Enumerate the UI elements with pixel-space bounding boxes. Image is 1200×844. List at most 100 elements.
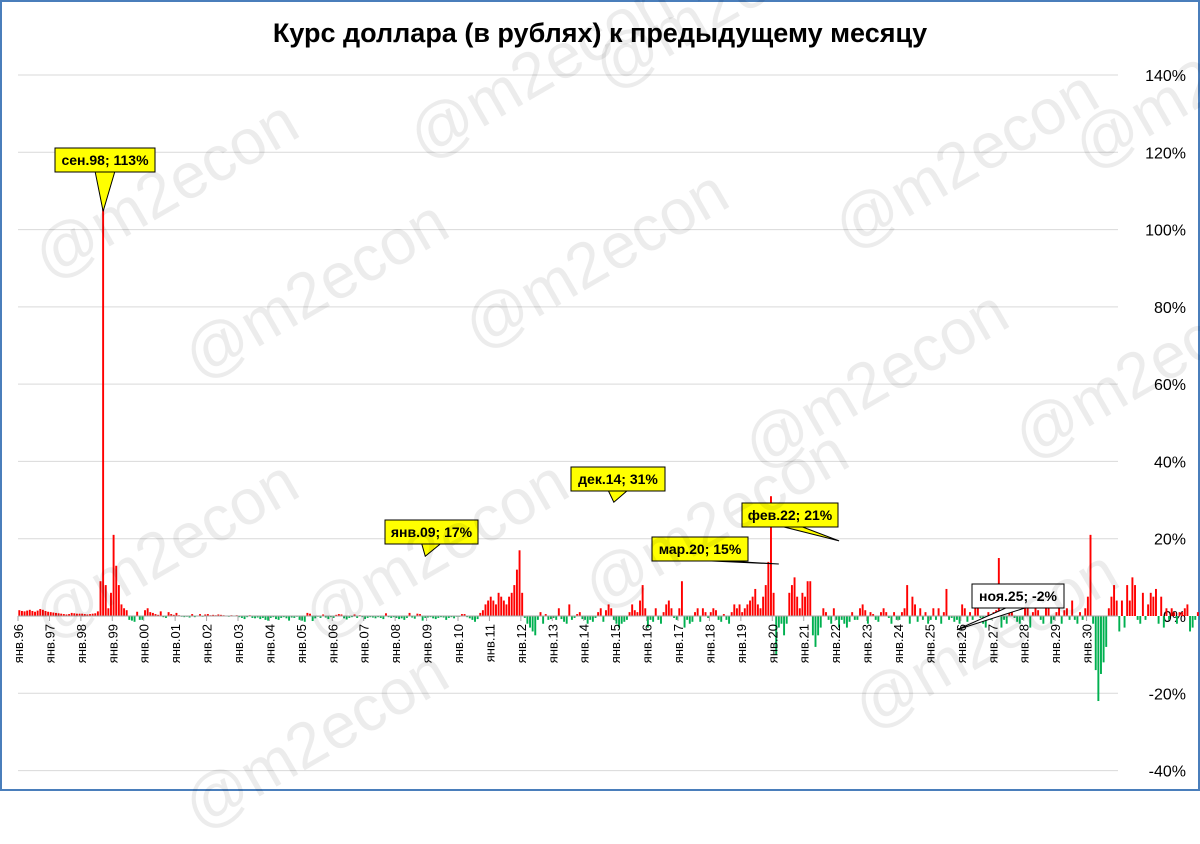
bar — [660, 616, 662, 624]
bar — [642, 585, 644, 616]
bar — [602, 616, 604, 622]
bar — [780, 616, 782, 624]
bar — [134, 616, 136, 622]
bar — [938, 608, 940, 616]
bar — [1155, 589, 1157, 616]
bar — [712, 608, 714, 616]
bar — [883, 608, 885, 616]
bar — [720, 616, 722, 622]
y-tick-label: -20% — [1149, 686, 1186, 703]
x-tick-label: янв.25 — [922, 624, 937, 663]
bar — [715, 610, 717, 616]
bar — [859, 608, 861, 616]
bar — [1066, 608, 1068, 616]
x-tick-label: янв.97 — [42, 624, 57, 663]
bar — [1079, 612, 1081, 616]
y-tick-label: 20% — [1154, 532, 1186, 549]
bar — [1087, 597, 1089, 616]
bar — [849, 616, 851, 622]
x-tick-label: янв.30 — [1080, 624, 1095, 663]
bar — [1000, 616, 1002, 628]
callout-pointer — [422, 543, 442, 556]
bar — [605, 610, 607, 616]
bar — [24, 611, 26, 616]
x-tick-label: янв.13 — [545, 624, 560, 663]
bar — [128, 616, 130, 620]
x-tick-label: янв.23 — [860, 624, 875, 663]
x-tick-label: янв.05 — [294, 624, 309, 663]
bar — [115, 566, 117, 616]
bar — [736, 608, 738, 616]
bar — [587, 616, 589, 624]
bar — [1061, 616, 1063, 624]
bar — [610, 608, 612, 616]
bar — [301, 616, 303, 621]
y-tick-label: 120% — [1145, 145, 1186, 162]
bar — [18, 610, 20, 616]
x-tick-label: янв.96 — [11, 624, 26, 663]
bar — [149, 612, 151, 616]
bar — [503, 601, 505, 616]
bar — [1103, 616, 1105, 662]
x-tick-label: янв.11 — [482, 624, 497, 662]
bar — [589, 616, 591, 620]
bar — [105, 585, 107, 616]
bar — [1173, 612, 1175, 616]
callout-label: ноя.25; -2% — [979, 588, 1057, 604]
bar — [47, 612, 49, 616]
x-tick-label: янв.15 — [608, 624, 623, 663]
bar — [526, 616, 528, 624]
bar — [34, 612, 36, 616]
bar — [1113, 585, 1115, 616]
bar — [1003, 616, 1005, 620]
bar — [767, 562, 769, 616]
bar — [966, 616, 968, 622]
bar — [964, 608, 966, 616]
bar — [1069, 616, 1071, 620]
bar — [542, 616, 544, 624]
bar — [636, 612, 638, 616]
bar — [482, 610, 484, 616]
bar — [265, 616, 267, 620]
bar — [875, 616, 877, 620]
bar — [741, 612, 743, 616]
bar — [977, 608, 979, 616]
bar — [144, 610, 146, 616]
bar — [1189, 616, 1191, 631]
bar — [686, 616, 688, 620]
bar — [783, 616, 785, 635]
bar — [1037, 610, 1039, 616]
bar — [45, 611, 47, 616]
bar — [733, 604, 735, 616]
bar — [1116, 601, 1118, 616]
bar — [1197, 612, 1199, 616]
bar — [1142, 593, 1144, 616]
bar — [1108, 608, 1110, 616]
bar — [833, 608, 835, 616]
bar — [511, 593, 513, 616]
bar — [657, 616, 659, 620]
bar — [835, 616, 837, 620]
bar — [304, 616, 306, 622]
bar — [877, 616, 879, 622]
x-tick-label: янв.29 — [1048, 624, 1063, 663]
x-tick-label: янв.99 — [105, 624, 120, 663]
bar — [495, 604, 497, 616]
bar — [807, 581, 809, 616]
bar — [697, 608, 699, 616]
bar — [812, 616, 814, 635]
bar — [521, 593, 523, 616]
bar — [825, 612, 827, 616]
bar — [846, 616, 848, 628]
bar — [705, 612, 707, 616]
bar — [52, 613, 54, 616]
bar — [487, 601, 489, 616]
bar — [615, 616, 617, 624]
x-tick-label: янв.17 — [671, 624, 686, 663]
bar — [694, 612, 696, 616]
bar — [516, 570, 518, 616]
bar — [820, 616, 822, 628]
bar — [689, 616, 691, 624]
bar — [513, 585, 515, 616]
bar — [50, 612, 52, 616]
